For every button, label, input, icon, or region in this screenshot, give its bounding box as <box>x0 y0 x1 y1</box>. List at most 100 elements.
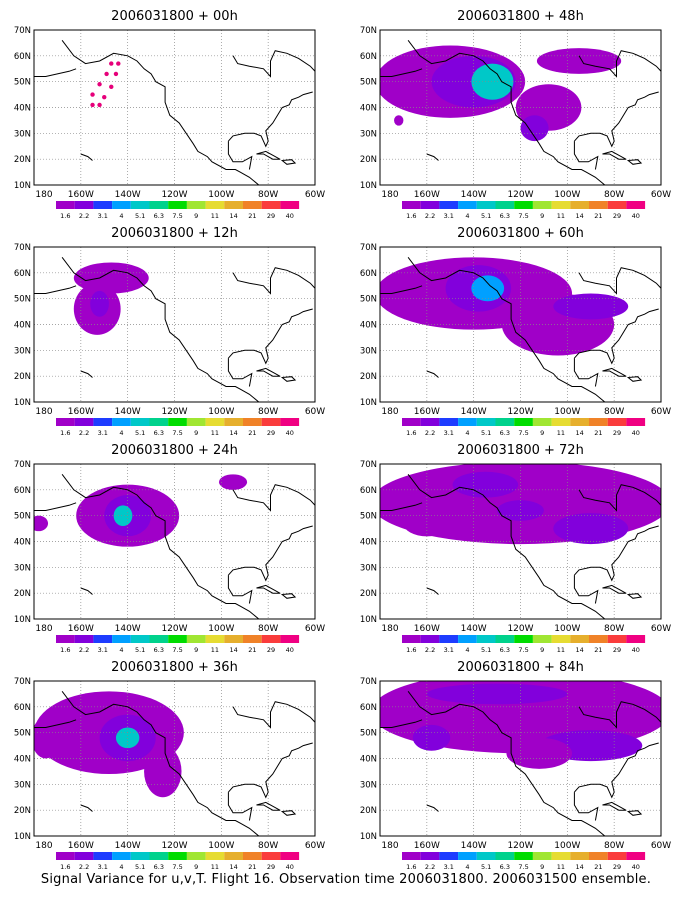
coastline <box>380 68 423 77</box>
color-swatch <box>243 635 262 643</box>
color-swatch <box>168 635 187 643</box>
longitude-label: 100W <box>554 190 580 200</box>
longitude-label: 60W <box>305 190 325 200</box>
latitude-label: 60N <box>360 703 377 713</box>
island <box>626 810 643 816</box>
coastline <box>61 473 261 619</box>
coastline <box>232 50 315 78</box>
latitude-label: 20N <box>360 372 377 382</box>
coastline <box>34 68 77 77</box>
variance-region <box>403 510 451 537</box>
color-bar: 1.6 2.2 3.1 4 5.1 6.3 7.5 9 11 14 21 29 40 <box>402 418 646 437</box>
coastline <box>380 502 423 511</box>
color-swatch <box>130 418 150 426</box>
latitude-label: 20N <box>14 372 31 382</box>
map-panel: 2006031800 + 12h 70N 60N 50N 40N 30N 20N 10N 180… <box>14 226 325 437</box>
latitude-label: 60N <box>360 486 377 496</box>
color-swatch <box>495 201 515 209</box>
color-swatch <box>626 418 646 426</box>
color-bar-label: 29 <box>267 863 275 871</box>
longitude-label: 160W <box>68 190 94 200</box>
latitude-label: 10N <box>14 181 31 191</box>
longitude-label: 160W <box>414 407 440 417</box>
map-frame <box>379 463 662 620</box>
color-bar-label: 11 <box>557 863 565 871</box>
latitude-label: 50N <box>14 78 31 88</box>
latitude-label: 40N <box>14 104 31 114</box>
color-swatch <box>420 201 440 209</box>
latitude-label: 50N <box>14 295 31 305</box>
color-swatch <box>607 201 627 209</box>
observation-point <box>90 102 95 108</box>
coastline <box>573 792 599 821</box>
color-bar-label: 14 <box>576 212 584 220</box>
color-swatch <box>186 635 206 643</box>
variance-region <box>34 515 49 532</box>
color-swatch <box>112 852 131 860</box>
color-bar-label: 21 <box>594 646 602 654</box>
observation-point <box>97 82 102 87</box>
observation-point <box>102 94 107 100</box>
color-swatch <box>205 418 225 426</box>
coastline <box>573 575 599 604</box>
color-swatch <box>476 852 496 860</box>
coastline <box>228 525 313 582</box>
color-bar-label: 3.1 <box>98 863 108 871</box>
map-panel: 2006031800 + 48h 70N 60N 50N 40N 30N 20N 10N 180… <box>360 9 671 220</box>
color-bar-label: 3.1 <box>444 863 454 871</box>
color-swatch <box>551 201 571 209</box>
longitude-label: 160W <box>68 624 94 634</box>
color-swatch <box>476 635 496 643</box>
coastline <box>80 587 93 595</box>
color-bar: 1.6 2.2 3.1 4 5.1 6.3 7.5 9 11 14 21 29 40 <box>402 635 646 654</box>
island <box>256 367 281 377</box>
color-swatch <box>186 852 206 860</box>
color-swatch <box>495 852 515 860</box>
color-bar-label: 1.6 <box>60 212 70 220</box>
latitude-label: 70N <box>360 460 377 470</box>
variance-region <box>426 683 568 705</box>
color-bar-label: 11 <box>557 212 565 220</box>
latitude-label: 60N <box>14 486 31 496</box>
observation-point <box>97 102 102 108</box>
island <box>602 584 627 594</box>
color-bar-label: 4 <box>119 863 123 871</box>
color-swatch <box>205 201 225 209</box>
coastlines <box>34 473 315 619</box>
color-bar-label: 29 <box>613 429 621 437</box>
map-frame <box>33 29 316 186</box>
color-bar-label: 4 <box>119 429 123 437</box>
coastline <box>426 804 439 812</box>
longitude-label: 80W <box>258 407 278 417</box>
color-bar-label: 2.2 <box>79 212 89 220</box>
color-swatch <box>149 418 169 426</box>
island <box>280 593 297 599</box>
color-bar-label: 40 <box>286 429 294 437</box>
color-bar-label: 40 <box>632 212 640 220</box>
color-swatch <box>458 852 477 860</box>
color-bar: 1.6 2.2 3.1 4 5.1 6.3 7.5 9 11 14 21 29 40 <box>56 635 300 654</box>
color-bar-label: 2.2 <box>425 212 435 220</box>
latitude-label: 40N <box>14 321 31 331</box>
color-bar-label: 9 <box>194 429 198 437</box>
color-swatch <box>74 852 94 860</box>
panel-title: 2006031800 + 00h <box>111 9 238 24</box>
observation-point <box>113 71 119 77</box>
island <box>256 150 281 160</box>
color-swatch <box>93 635 113 643</box>
latitude-label: 70N <box>14 26 31 36</box>
longitude-label: 140W <box>461 841 487 851</box>
latitude-label: 40N <box>360 538 377 548</box>
color-bar-label: 9 <box>540 212 544 220</box>
longitude-label: 160W <box>414 624 440 634</box>
latitude-label: 50N <box>14 729 31 739</box>
longitude-label: 100W <box>208 407 234 417</box>
latitude-label: 70N <box>360 677 377 687</box>
color-bar-label: 6.3 <box>500 863 510 871</box>
color-bar-label: 7.5 <box>172 429 182 437</box>
latitude-label: 30N <box>360 129 377 139</box>
color-swatch <box>570 635 589 643</box>
latitude-label: 40N <box>360 321 377 331</box>
color-bar-label: 40 <box>286 863 294 871</box>
map-frame <box>33 680 316 837</box>
